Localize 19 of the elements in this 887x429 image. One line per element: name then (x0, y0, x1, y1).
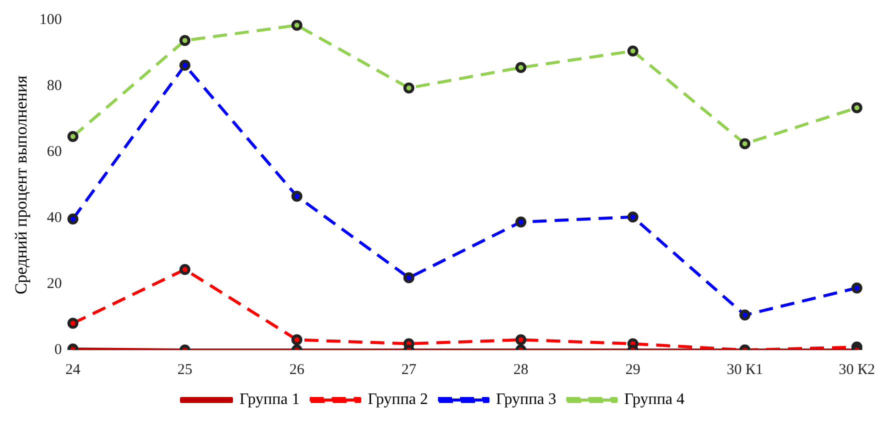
x-tick-label: 27 (401, 362, 417, 378)
legend-label: Группа 2 (368, 391, 428, 408)
y-tick-label: 20 (46, 276, 62, 292)
x-tick-label: 24 (65, 362, 81, 378)
y-axis-title: Средний процент выполнения (12, 75, 31, 294)
y-tick-label: 100 (39, 12, 62, 28)
y-tick-label: 0 (54, 342, 62, 358)
x-tick-label: 26 (289, 362, 305, 378)
legend-label: Группа 4 (624, 391, 685, 408)
x-tick-label: 29 (625, 362, 640, 378)
x-tick-label: 30 К1 (726, 362, 764, 378)
legend-label: Группа 1 (239, 391, 300, 408)
x-tick-label: 25 (177, 362, 192, 378)
legend-label: Группа 3 (496, 391, 556, 408)
y-tick-label: 40 (46, 210, 62, 226)
x-tick-label: 28 (513, 362, 528, 378)
y-tick-label: 80 (46, 78, 62, 94)
x-tick-label: 30 К2 (838, 362, 876, 378)
y-tick-label: 60 (46, 144, 62, 160)
